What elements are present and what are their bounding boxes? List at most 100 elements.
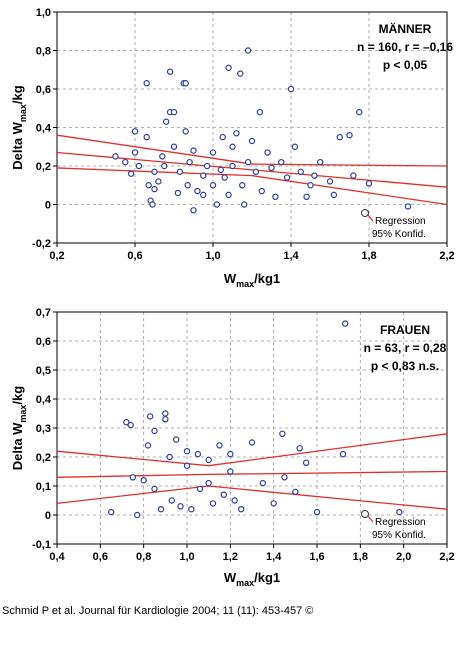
- data-point: [330, 191, 338, 199]
- data-point: [339, 450, 347, 458]
- data-point: [213, 201, 221, 208]
- data-point: [252, 168, 260, 175]
- data-point: [237, 506, 245, 513]
- data-point: [157, 506, 165, 513]
- data-point: [256, 108, 263, 116]
- y-tick-label: 0: [45, 200, 51, 212]
- data-point: [176, 168, 184, 175]
- data-point: [229, 162, 236, 170]
- y-tick-label: 0,7: [36, 307, 51, 319]
- data-point: [183, 462, 191, 469]
- x-axis-label-suffix: /kg1: [254, 570, 280, 585]
- data-point: [264, 149, 271, 156]
- data-point: [151, 168, 158, 175]
- y-tick-label: 0,4: [36, 123, 52, 135]
- data-point: [258, 187, 265, 195]
- data-point: [182, 128, 189, 135]
- x-tick-label: 1,6: [309, 551, 324, 563]
- data-point: [248, 439, 256, 446]
- data-point: [170, 108, 178, 116]
- data-point: [209, 500, 217, 507]
- x-tick-label: 1,4: [266, 551, 282, 563]
- x-axis-label: Wmax/kg1: [224, 271, 280, 289]
- data-point: [317, 158, 324, 166]
- data-point: [307, 182, 314, 189]
- data-point: [200, 172, 207, 179]
- data-point: [145, 182, 152, 189]
- data-point: [184, 182, 191, 189]
- data-point: [209, 182, 217, 189]
- data-point: [205, 456, 212, 464]
- data-point: [248, 137, 256, 145]
- y-tick-label: 0,8: [36, 46, 51, 58]
- data-point: [227, 468, 234, 475]
- y-tick-label: -0,2: [32, 238, 51, 250]
- regression-line: [56, 470, 448, 478]
- data-point: [194, 187, 201, 195]
- x-tick-label: 1,2: [223, 551, 238, 563]
- data-point: [404, 203, 412, 210]
- x-tick-label: 2,2: [439, 551, 454, 563]
- data-point: [123, 419, 130, 426]
- y-tick-label: 0,2: [36, 452, 51, 464]
- annotation: p < 0,05: [383, 58, 428, 72]
- data-point: [336, 133, 343, 141]
- plot-frame: [56, 11, 448, 244]
- data-point: [161, 162, 168, 170]
- data-point: [129, 474, 137, 481]
- x-tick-label: 1,8: [353, 551, 368, 563]
- data-point: [140, 477, 147, 484]
- legend-marker: [361, 209, 369, 217]
- data-point: [350, 172, 357, 179]
- data-point: [170, 143, 178, 150]
- data-point: [259, 479, 267, 487]
- regression-line: [56, 151, 448, 188]
- data-point: [172, 436, 180, 443]
- data-point: [122, 158, 129, 166]
- data-point: [149, 201, 156, 208]
- data-point: [166, 453, 173, 461]
- x-tick-label: 0,6: [127, 250, 142, 262]
- data-point: [225, 64, 232, 72]
- data-point: [237, 70, 244, 77]
- data-point: [346, 131, 353, 139]
- x-axis-label-suffix: /kg1: [254, 271, 280, 286]
- data-point: [186, 158, 193, 166]
- data-point: [220, 491, 228, 498]
- y-axis-label-main: Delta W: [10, 121, 25, 169]
- y-axis-label-sub: max: [18, 104, 28, 122]
- legend-line: [367, 214, 374, 222]
- y-tick-label: 1,0: [36, 7, 51, 19]
- data-point: [203, 162, 211, 170]
- data-point: [268, 164, 275, 172]
- data-point: [168, 497, 176, 504]
- plot-frame: [56, 311, 448, 545]
- annotation: FRAUEN: [380, 323, 430, 337]
- data-point: [162, 410, 169, 417]
- data-point: [190, 207, 197, 214]
- x-tick-label: 1,0: [205, 250, 220, 262]
- y-tick-label: 0,6: [36, 84, 51, 96]
- data-point: [182, 80, 189, 87]
- data-point: [281, 474, 288, 481]
- data-point: [194, 450, 202, 458]
- y-axis-label-main: Delta W: [10, 422, 25, 470]
- y-tick-label: 0,2: [36, 161, 51, 173]
- data-point: [151, 485, 158, 493]
- y-tick-label: 0: [45, 510, 51, 522]
- data-point: [174, 189, 182, 197]
- data-point: [159, 153, 166, 160]
- data-point: [244, 158, 252, 166]
- y-tick-label: 0,4: [36, 394, 52, 406]
- data-point: [296, 445, 303, 452]
- confidence-line: [56, 167, 448, 206]
- x-tick-label: 1,4: [283, 250, 299, 262]
- data-point: [151, 427, 158, 435]
- data-point: [396, 508, 403, 516]
- x-tick-label: 1,8: [361, 250, 376, 262]
- y-tick-label: 0,6: [36, 336, 51, 348]
- data-point: [131, 128, 139, 135]
- data-point: [166, 68, 174, 75]
- data-point: [196, 485, 204, 493]
- y-tick-label: -0,1: [32, 539, 51, 551]
